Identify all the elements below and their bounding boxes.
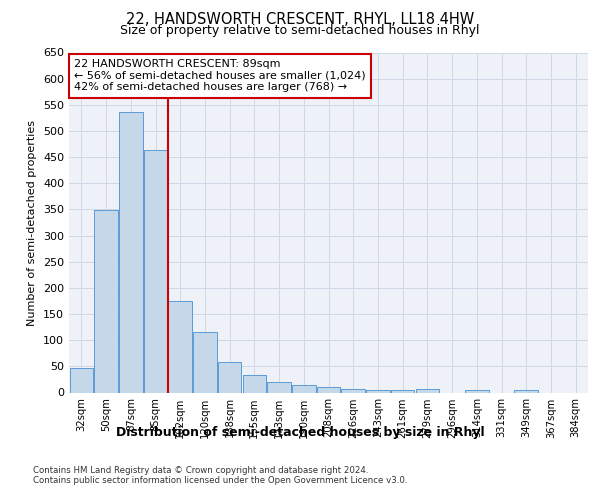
Text: Distribution of semi-detached houses by size in Rhyl: Distribution of semi-detached houses by …	[116, 426, 484, 439]
Bar	[144, 150, 167, 392]
Text: Contains HM Land Registry data © Crown copyright and database right 2024.
Contai: Contains HM Land Registry data © Crown c…	[33, 466, 407, 485]
Bar	[218, 362, 241, 392]
Y-axis label: Number of semi-detached properties: Number of semi-detached properties	[28, 120, 37, 326]
Text: 22, HANDSWORTH CRESCENT, RHYL, LL18 4HW: 22, HANDSWORTH CRESCENT, RHYL, LL18 4HW	[126, 12, 474, 28]
Bar	[242, 374, 266, 392]
Bar	[391, 390, 415, 392]
Bar	[268, 382, 291, 392]
Bar	[169, 301, 192, 392]
Bar	[94, 210, 118, 392]
Bar	[341, 389, 365, 392]
Text: Size of property relative to semi-detached houses in Rhyl: Size of property relative to semi-detach…	[120, 24, 480, 37]
Bar	[416, 390, 439, 392]
Bar	[292, 384, 316, 392]
Text: 22 HANDSWORTH CRESCENT: 89sqm
← 56% of semi-detached houses are smaller (1,024)
: 22 HANDSWORTH CRESCENT: 89sqm ← 56% of s…	[74, 60, 366, 92]
Bar	[70, 368, 93, 392]
Bar	[119, 112, 143, 392]
Bar	[465, 390, 488, 392]
Bar	[193, 332, 217, 392]
Bar	[317, 388, 340, 392]
Bar	[366, 390, 389, 392]
Bar	[514, 390, 538, 392]
